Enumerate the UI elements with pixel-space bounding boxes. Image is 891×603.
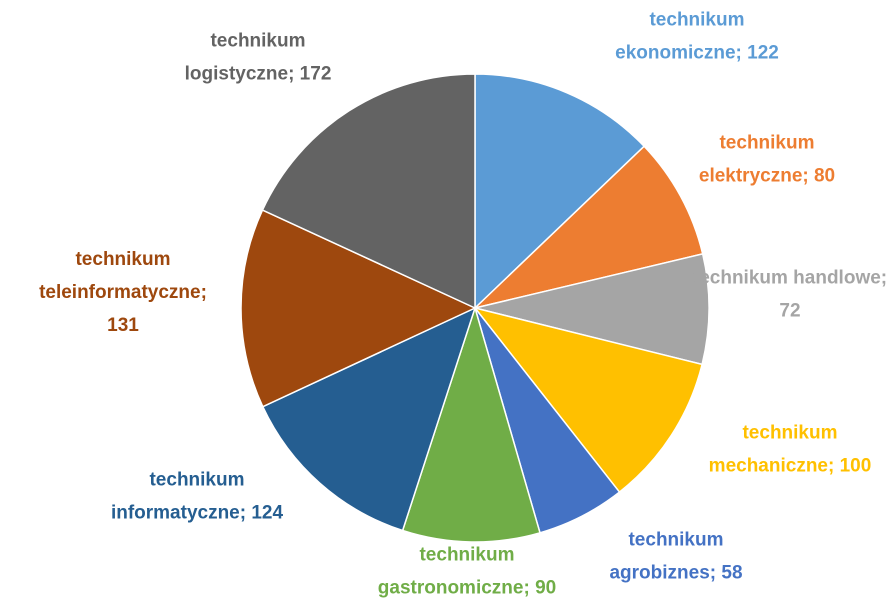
label-line: technikum [628, 530, 723, 551]
label-line: teleinformatyczne; [39, 282, 207, 303]
label-line: technikum [149, 470, 244, 491]
data-label: technikum informatyczne; 124 [111, 470, 284, 524]
pie-slice [473, 306, 704, 494]
label-line: gastronomiczne; 90 [378, 578, 556, 599]
label-line: logistyczne; 172 [185, 64, 332, 85]
label-line: informatyczne; 124 [111, 503, 284, 524]
data-label: technikum handlowe; 72 [693, 268, 887, 322]
label-line: technikum [419, 545, 514, 566]
pie-slice [472, 145, 704, 310]
label-line: 72 [779, 301, 800, 322]
pie-slice [261, 73, 476, 310]
label-line: technikum [649, 10, 744, 31]
label-line: technikum [719, 133, 814, 154]
label-line: technikum [742, 423, 837, 444]
pie-slice [261, 306, 477, 532]
pie-slice [240, 209, 477, 408]
pie-slice [474, 252, 710, 366]
data-label: technikum ekonomiczne; 122 [615, 10, 779, 64]
pie-slice [474, 73, 646, 310]
data-label: technikum teleinformatyczne; 131 [39, 249, 207, 336]
label-line: mechaniczne; 100 [709, 456, 872, 477]
label-line: technikum [75, 249, 170, 270]
label-line: elektryczne; 80 [699, 166, 835, 187]
data-label: technikum elektryczne; 80 [699, 133, 835, 187]
label-line: ekonomiczne; 122 [615, 43, 779, 64]
label-line: agrobiznes; 58 [609, 563, 742, 584]
data-label: technikum logistyczne; 172 [185, 31, 332, 85]
data-label: technikum mechaniczne; 100 [709, 423, 872, 477]
label-line: technikum [210, 31, 305, 52]
label-line: 131 [107, 315, 139, 336]
data-label: technikum gastronomiczne; 90 [378, 545, 556, 599]
data-label: technikum agrobiznes; 58 [609, 530, 742, 584]
label-line: technikum handlowe; [693, 268, 887, 289]
pie-slice [401, 305, 541, 543]
